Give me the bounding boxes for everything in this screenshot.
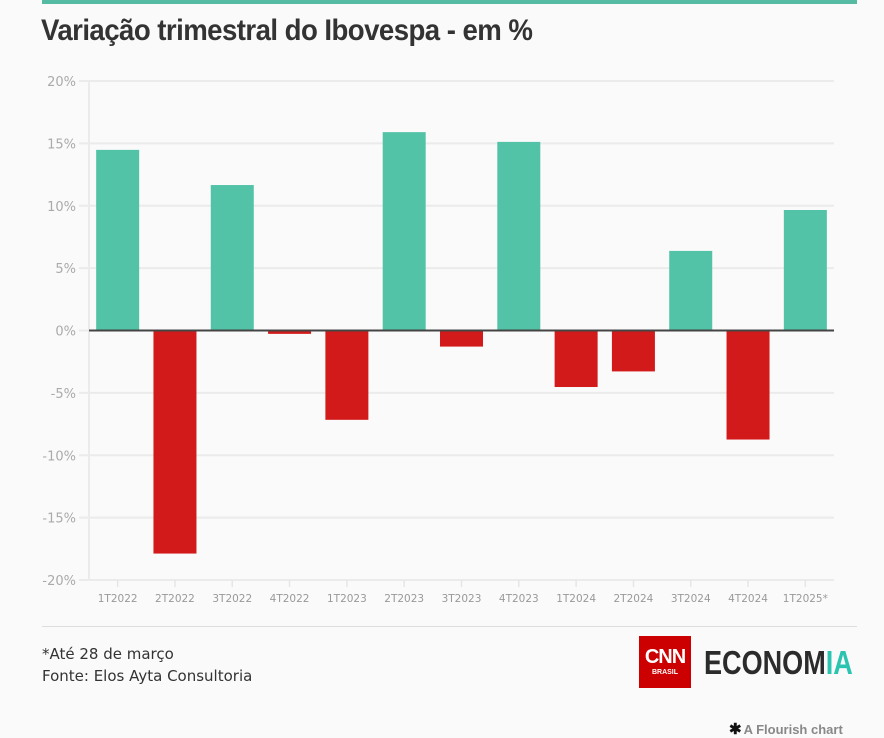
bar-1T2024[interactable] [554, 330, 598, 388]
bar-2T2022[interactable] [153, 330, 197, 554]
x-tick-label: 1T2022 [98, 593, 138, 605]
y-tick-label: -10% [42, 449, 76, 464]
bar-1T2022[interactable] [96, 149, 140, 331]
cnn-logo-text: CNN [644, 646, 686, 668]
bar-4T2023[interactable] [497, 141, 541, 331]
x-tick-label: 3T2022 [212, 593, 252, 605]
bar-3T2022[interactable] [210, 185, 254, 331]
footnote: *Até 28 de março [42, 645, 174, 663]
y-tick-label: 0% [55, 325, 76, 340]
y-tick-label: 5% [55, 262, 76, 277]
source-note: Fonte: Elos Ayta Consultoria [42, 667, 253, 685]
flourish-credit-link[interactable]: ✱ A Flourish chart [729, 720, 843, 738]
chart-title: Variação trimestral do Ibovespa - em % [41, 14, 533, 47]
economia-logo-main: ECONOM [704, 644, 826, 681]
footer-divider [42, 626, 857, 627]
x-tick-label: 1T2025* [783, 593, 828, 605]
x-tick-label: 2T2023 [384, 593, 424, 605]
x-tick-label: 4T2022 [270, 593, 310, 605]
bar-4T2022[interactable] [268, 330, 312, 334]
x-axis-ticks: 1T2022 2T2022 3T2022 4T2022 1T2023 2T2023 3T20… [98, 580, 828, 605]
x-tick-label: 4T2023 [499, 593, 539, 605]
y-tick-label: -15% [42, 512, 76, 527]
y-tick-label: 15% [47, 137, 76, 152]
y-tick-label: 20% [47, 75, 76, 90]
x-tick-label: 3T2023 [442, 593, 482, 605]
x-tick-label: 4T2024 [728, 593, 768, 605]
bar-2T2023[interactable] [382, 132, 426, 331]
x-tick-label: 2T2024 [614, 593, 654, 605]
flourish-credit-text: A Flourish chart [743, 722, 843, 737]
y-tick-label: 10% [47, 200, 76, 215]
y-tick-label: -5% [51, 387, 76, 402]
bar-1T2023[interactable] [325, 330, 369, 420]
bar-3T2024[interactable] [669, 250, 713, 331]
bars [96, 132, 827, 554]
x-tick-label: 3T2024 [671, 593, 711, 605]
x-tick-label: 1T2024 [556, 593, 596, 605]
bar-chart: 20% 15% 10% 5% 0% -5% -10% -15% -20% 1T2022 2T202… [42, 75, 834, 605]
economia-logo: ECONOMIA [704, 644, 853, 682]
brasil-logo-text: BRASIL [651, 669, 679, 676]
x-tick-label: 1T2023 [327, 593, 367, 605]
x-tick-label: 2T2022 [155, 593, 195, 605]
bar-1T2025[interactable] [783, 209, 827, 331]
y-tick-label: -20% [42, 574, 76, 589]
bar-3T2023[interactable] [440, 330, 483, 347]
cnn-brasil-logo: CNN BRASIL [639, 636, 691, 688]
flourish-asterisk-icon: ✱ [729, 721, 742, 738]
bar-4T2024[interactable] [726, 330, 770, 440]
y-axis-ticks: 20% 15% 10% 5% 0% -5% -10% -15% -20% [42, 75, 76, 589]
gridlines [79, 80, 834, 581]
economia-logo-accent: IA [825, 644, 853, 681]
bar-2T2024[interactable] [611, 330, 655, 372]
top-accent-rule [42, 0, 857, 4]
